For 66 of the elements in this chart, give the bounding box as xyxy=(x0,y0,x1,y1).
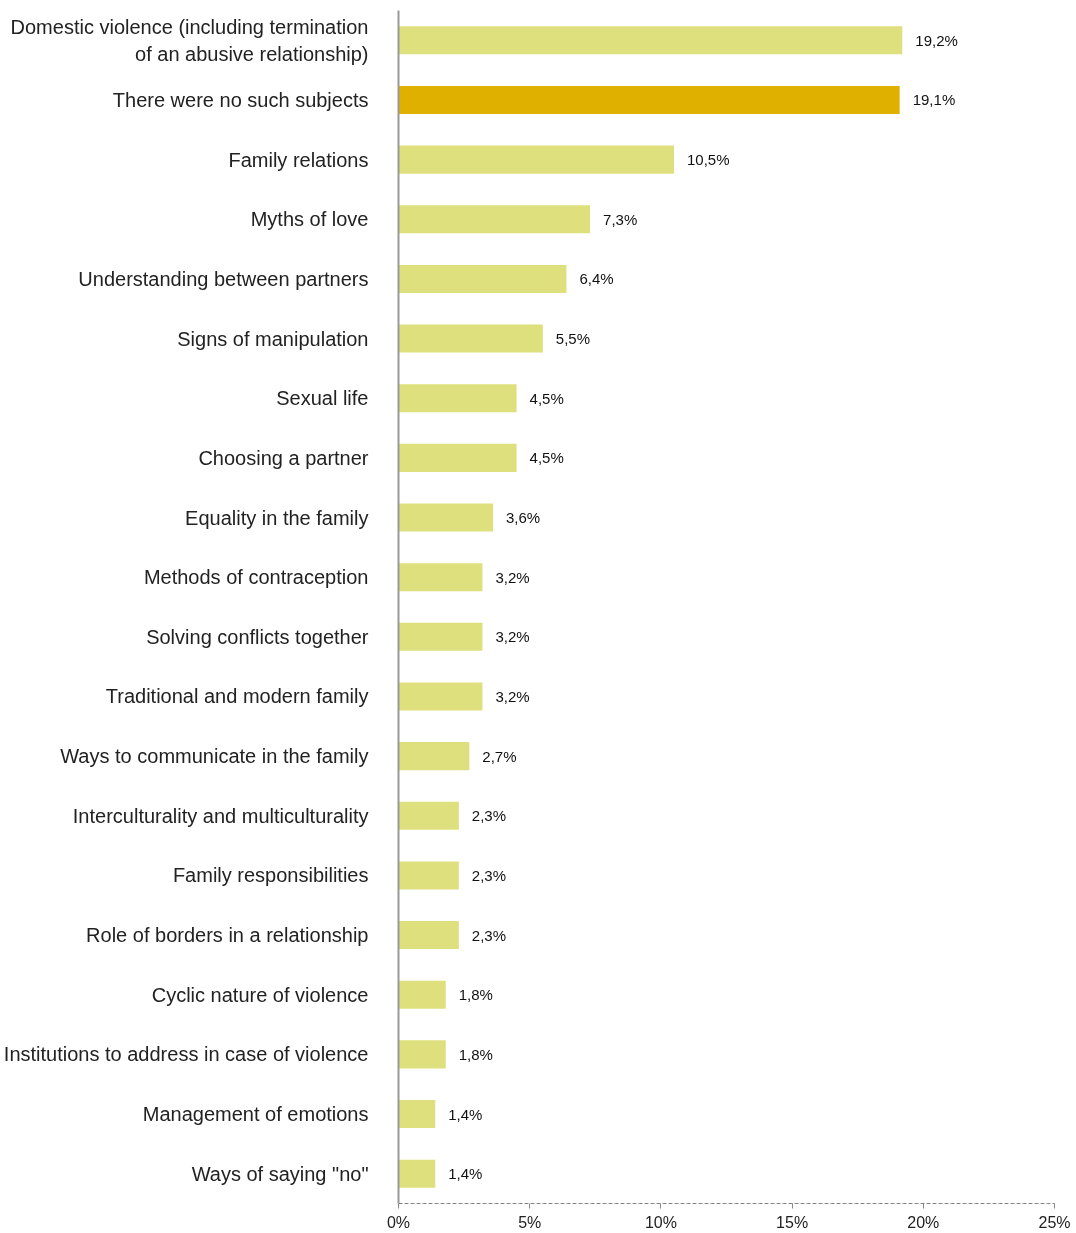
y-tick-label: Domestic violence (including termination of an abusive relationship) xyxy=(10,16,369,65)
data-label: 2,7% xyxy=(482,747,517,765)
y-tick-label: Choosing a partner xyxy=(198,446,369,469)
data-label: 10,5% xyxy=(687,151,730,169)
bar xyxy=(398,324,543,353)
bar xyxy=(398,563,483,592)
y-tick-label: Traditional and modern family xyxy=(105,685,369,708)
y-tick-label: Cyclic nature of violence xyxy=(151,983,369,1006)
y-tick-label: Interculturality and multiculturality xyxy=(72,804,369,827)
bar xyxy=(398,861,459,890)
x-tick-label: 5% xyxy=(518,1213,542,1231)
bar xyxy=(398,205,591,234)
y-tick-label: Sexual life xyxy=(276,387,369,410)
data-label: 2,3% xyxy=(471,926,507,944)
data-label: 3,2% xyxy=(495,687,530,705)
y-tick-label: Family responsibilities xyxy=(172,864,369,887)
bar xyxy=(398,622,483,651)
y-tick-label: Solving conflicts together xyxy=(146,625,369,648)
bar xyxy=(398,503,493,532)
y-tick-label: Methods of contraception xyxy=(143,566,369,589)
data-label: 3,2% xyxy=(495,568,530,586)
data-label: 6,4% xyxy=(579,270,614,288)
bar xyxy=(398,980,446,1009)
data-label: 1,8% xyxy=(458,986,493,1004)
y-tick-label: Institutions to address in case of violence xyxy=(3,1043,369,1066)
data-label: 2,3% xyxy=(471,866,507,884)
data-label: 7,3% xyxy=(603,210,638,228)
bar xyxy=(398,1100,436,1129)
y-tick-label: Signs of manipulation xyxy=(177,327,369,350)
x-tick-label: 20% xyxy=(907,1213,940,1231)
bar xyxy=(398,443,517,472)
data-label: 1,4% xyxy=(448,1165,483,1183)
x-tick-label: 25% xyxy=(1038,1213,1071,1231)
y-tick-label: Family relations xyxy=(228,148,369,171)
x-tick-label: 0% xyxy=(386,1213,411,1231)
bar xyxy=(398,1159,436,1188)
bar xyxy=(398,801,459,830)
data-label: 4,5% xyxy=(529,389,564,407)
data-label: 5,5% xyxy=(555,330,591,348)
y-tick-label: Management of emotions xyxy=(142,1103,369,1126)
bar xyxy=(398,1040,446,1069)
x-tick-label: 15% xyxy=(776,1213,809,1231)
y-tick-label: Myths of love xyxy=(250,208,369,231)
bar xyxy=(398,682,483,711)
y-tick-label: Understanding between partners xyxy=(78,267,369,290)
bar xyxy=(398,264,567,293)
bar xyxy=(398,921,459,950)
data-label: 1,4% xyxy=(448,1105,483,1123)
y-tick-label: Ways of saying "no" xyxy=(191,1162,369,1185)
bar xyxy=(398,384,517,413)
data-label: 3,6% xyxy=(505,509,541,527)
bar xyxy=(398,26,903,55)
data-label: 19,1% xyxy=(912,91,956,109)
x-tick-label: 10% xyxy=(644,1213,677,1231)
y-tick-label: Role of borders in a relationship xyxy=(86,924,369,947)
data-label: 19,2% xyxy=(915,31,958,49)
bar xyxy=(398,145,675,174)
bar xyxy=(398,742,470,771)
data-label: 3,2% xyxy=(495,628,530,646)
data-label: 4,5% xyxy=(529,449,564,467)
data-label: 1,8% xyxy=(458,1045,493,1063)
bar xyxy=(398,85,900,114)
data-label: 2,3% xyxy=(471,807,507,825)
y-tick-label: Equality in the family xyxy=(185,506,369,529)
y-tick-label: Ways to communicate in the family xyxy=(60,745,369,768)
y-tick-label: There were no such subjects xyxy=(112,88,369,111)
